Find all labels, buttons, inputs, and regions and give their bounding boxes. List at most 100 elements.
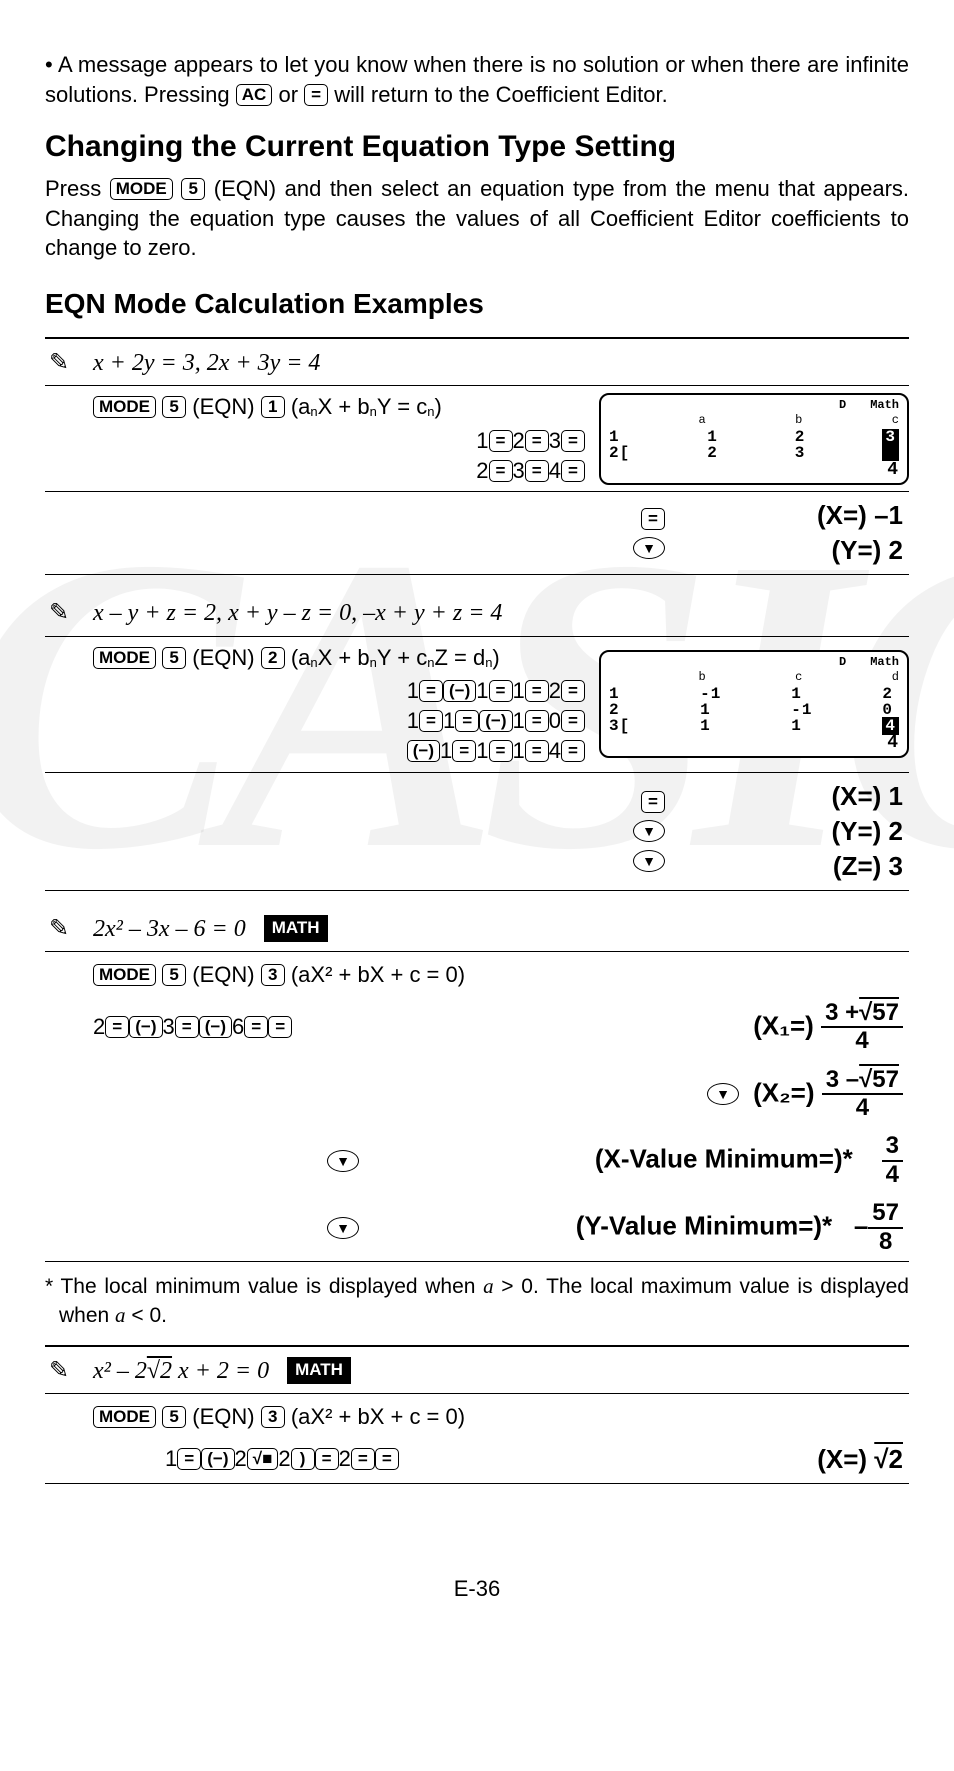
ex2-rx: (X=) 1 [679,779,903,814]
ex1-input1: 1=2=3= [93,426,599,456]
pencil-icon: ✎ [49,597,69,629]
eqn-label: (EQN) [192,962,254,987]
eqn-label: (EQN) [192,1404,254,1429]
ex1-input2: 2=3=4= [93,456,599,486]
ex1-ry: (Y=) 2 [679,533,903,568]
down-key: ▼ [707,1083,739,1105]
eqn-label: (EQN) [192,394,254,419]
mode-key: MODE [93,647,156,669]
three-key: 3 [261,1406,285,1428]
down-key: ▼ [633,537,665,559]
example-1: ✎ x + 2y = 3, 2x + 3y = 4 MODE 5 (EQN) 1… [45,337,909,576]
s1-pre: Press [45,176,110,201]
mode-key: MODE [93,396,156,418]
s1-mid: (EQN) and then select an equation type f… [45,176,909,260]
ex3-r4p: – [854,1210,868,1240]
ex4-head: ✎ x² – 2√2 x + 2 = 0 MATH [45,1347,909,1394]
ex1-results: (X=) –1 (Y=) 2 [679,498,909,568]
sa: a [698,414,705,426]
example-3: ✎ 2x² – 3x – 6 = 0 MATH MODE 5 (EQN) 3 (… [45,905,909,1262]
screen-value: 4 [609,461,899,481]
ex2-setup: MODE 5 (EQN) 2 (anX + bnY + cnZ = dn) 1=… [93,643,599,766]
ex3-r4l: (Y-Value Minimum=)* [576,1210,832,1240]
screen-math: Math [870,656,899,670]
sc: c [795,671,802,683]
mode-key: MODE [93,1406,156,1428]
five-key: 5 [162,964,186,986]
ex3-r3d: 4 [882,1162,903,1188]
pencil-icon: ✎ [49,347,69,379]
ex3-r4d: 8 [868,1229,903,1255]
ex2-result-row: = ▼ ▼ (X=) 1 (Y=) 2 (Z=) 3 [45,773,909,890]
example-2: ✎ x – y + z = 2, x + y – z = 0, –x + y +… [45,589,909,890]
ex3-head: ✎ 2x² – 3x – 6 = 0 MATH [45,905,909,952]
ex2-input2: 1=1=(−)1=0= [93,706,599,736]
section2-title: EQN Mode Calculation Examples [45,285,909,323]
ex2-ry: (Y=) 2 [679,814,903,849]
ex2-results: (X=) 1 (Y=) 2 (Z=) 3 [679,779,909,884]
pencil-icon: ✎ [49,913,69,945]
ex4-result: (X=) √2 [817,1442,909,1477]
screen-value: 4 [609,734,899,754]
example-4: ✎ x² – 2√2 x + 2 = 0 MATH MODE 5 (EQN) 3… [45,1345,909,1484]
ex3-r1l: (X₁=) [753,1010,814,1040]
ex3-input: 2=(−)3=(−)6== [93,1012,753,1042]
section1-title: Changing the Current Equation Type Setti… [45,127,909,168]
ex1-form: (anX + bnY = cn) [291,394,442,419]
sc: c [892,414,899,426]
down-key: ▼ [633,820,665,842]
ex1-setup: MODE 5 (EQN) 1 (anX + bnY = cn) 1=2=3= 2… [93,392,599,485]
ex4-equation: x² – 2√2 x + 2 = 0 [93,1358,269,1384]
ex3-r3n: 3 [882,1133,903,1161]
ex1-result-row: = ▼ (X=) –1 (Y=) 2 [45,492,909,574]
five-key: 5 [162,647,186,669]
sb: b [698,671,705,683]
one-key: 1 [261,396,285,418]
three-key: 3 [261,964,285,986]
ex1-equation: x + 2y = 3, 2x + 3y = 4 [93,350,320,376]
screen-d: D [839,399,846,413]
screen-math: Math [870,399,899,413]
ex4-setup: MODE 5 (EQN) 3 (aX² + bX + c = 0) [45,1394,909,1436]
calc-screen-1: DMath abc 12[12233 4 [599,393,909,485]
ex1-head: ✎ x + 2y = 3, 2x + 3y = 4 [45,339,909,386]
intro-rest: will return to the Coefficient Editor. [334,82,667,107]
ex3-setup: MODE 5 (EQN) 3 (aX² + bX + c = 0) [45,952,909,994]
mode-key: MODE [93,964,156,986]
section1-body: Press MODE 5 (EQN) and then select an eq… [45,174,909,263]
calc-screen-2: DMath bcd 123[-1111-11204 4 [599,650,909,758]
ex3-r2: ▼ (X₂=) 3 –√574 [45,1061,909,1128]
eq-key: = [641,508,665,530]
ex4-input: 1=(−)2√■2)=2== [165,1444,817,1474]
ex3-form: (aX² + bX + c = 0) [291,962,465,987]
ex2-head: ✎ x – y + z = 2, x + y – z = 0, –x + y +… [45,589,909,636]
down-key: ▼ [327,1217,359,1239]
sd: d [892,671,899,683]
ex2-input3: (−)1=1=1=4= [93,736,599,766]
ex1-rx: (X=) –1 [679,498,903,533]
page-number: E-36 [45,1574,909,1604]
ex3-equation: 2x² – 3x – 6 = 0 [93,916,246,942]
ex3-r1d: 4 [821,1028,903,1054]
math-badge: MATH [287,1357,351,1384]
five-key: 5 [162,396,186,418]
down-key: ▼ [327,1150,359,1172]
ex2-rz: (Z=) 3 [679,849,903,884]
eqn-label: (EQN) [192,645,254,670]
math-badge: MATH [264,915,328,942]
ex3-r3: ▼ (X-Value Minimum=)* 34 [45,1127,909,1194]
five-key: 5 [181,178,205,200]
mode-key: MODE [110,178,173,200]
two-key: 2 [261,647,285,669]
ex2-form: (anX + bnY + cnZ = dn) [291,645,500,670]
footnote: * The local minimum value is displayed w… [45,1272,909,1331]
ex4-input-row: 1=(−)2√■2)=2== (X=) √2 [45,1436,909,1483]
intro-paragraph: • A message appears to let you know when… [45,50,909,109]
eq-key: = [641,791,665,813]
screen-d: D [839,656,846,670]
intro-or: or [278,82,304,107]
ex4-form: (aX² + bX + c = 0) [291,1404,465,1429]
ex2-setup-row: MODE 5 (EQN) 2 (anX + bnY + cnZ = dn) 1=… [45,637,909,772]
ex2-equation: x – y + z = 2, x + y – z = 0, –x + y + z… [93,600,502,626]
pencil-icon: ✎ [49,1355,69,1387]
